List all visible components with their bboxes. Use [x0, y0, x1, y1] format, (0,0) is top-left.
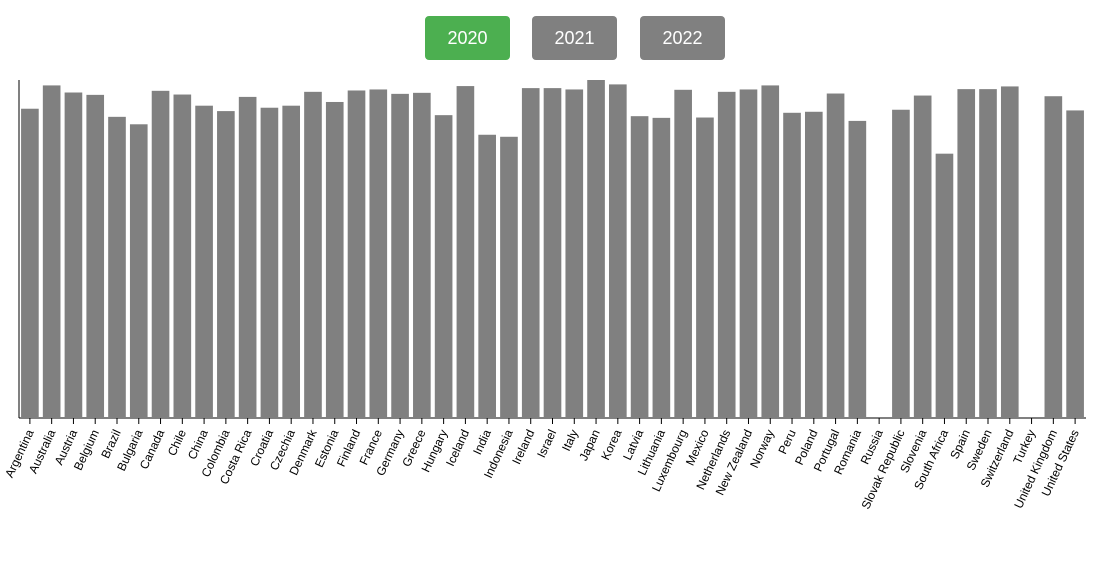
bar-slovenia	[913, 95, 932, 419]
bar-israel	[543, 88, 562, 419]
bar-japan	[587, 80, 605, 418]
bar-spain	[957, 89, 976, 418]
bar-switzerland	[1000, 86, 1019, 419]
bar-austria	[64, 92, 83, 418]
bar-south-africa	[935, 153, 954, 418]
bar-argentina	[21, 108, 39, 418]
year-button-2021[interactable]: 2021	[532, 16, 617, 60]
bar-italy	[565, 89, 584, 419]
bar-sweden	[979, 89, 997, 418]
x-axis-ticks: ArgentinaAustraliaAustriaBelgiumBrazilBu…	[2, 418, 1082, 511]
bar-norway	[761, 85, 780, 418]
bar-australia	[42, 85, 61, 418]
bar-india	[478, 134, 496, 418]
bar-united-states	[1066, 110, 1084, 419]
bar-poland	[804, 111, 823, 419]
bar-portugal	[826, 93, 845, 419]
bar-denmark	[304, 91, 322, 418]
bar-mexico	[696, 117, 714, 419]
bar-chile	[173, 94, 192, 418]
bar-netherlands	[717, 91, 736, 418]
bar-czechia	[282, 105, 301, 418]
bar-estonia	[325, 101, 344, 418]
bar-iceland	[456, 86, 475, 418]
year-button-2022[interactable]: 2022	[640, 16, 725, 60]
bar-latvia	[630, 116, 649, 419]
bar-ireland	[521, 88, 540, 419]
x-tick-label: Israel	[534, 427, 559, 460]
bar-luxembourg	[674, 89, 692, 419]
bar-croatia	[260, 107, 279, 418]
x-tick-label: Peru	[775, 427, 798, 456]
year-selector: 2020 2021 2022	[0, 16, 1114, 60]
bar-peru	[783, 112, 801, 418]
bar-korea	[609, 84, 627, 418]
bar-colombia	[217, 111, 235, 418]
bar-romania	[848, 120, 867, 419]
bar-greece	[413, 92, 431, 418]
bar-canada	[151, 90, 170, 418]
x-tick-label: Italy	[559, 427, 581, 453]
bars-group	[21, 80, 1084, 419]
bar-hungary	[434, 115, 453, 419]
bar-slovak-republic	[892, 109, 910, 419]
bar-united-kingdom	[1044, 96, 1063, 418]
bar-costa-rica	[238, 96, 257, 419]
bar-belgium	[86, 94, 105, 419]
bar-lithuania	[652, 117, 671, 419]
bar-china	[195, 105, 213, 418]
bar-germany	[391, 93, 409, 419]
bar-bulgaria	[129, 124, 148, 418]
year-button-2020[interactable]: 2020	[425, 16, 510, 60]
bar-finland	[347, 90, 366, 418]
bar-new-zealand	[739, 89, 758, 419]
bar-france	[369, 89, 388, 419]
bar-brazil	[108, 116, 126, 418]
bar-indonesia	[500, 136, 518, 418]
